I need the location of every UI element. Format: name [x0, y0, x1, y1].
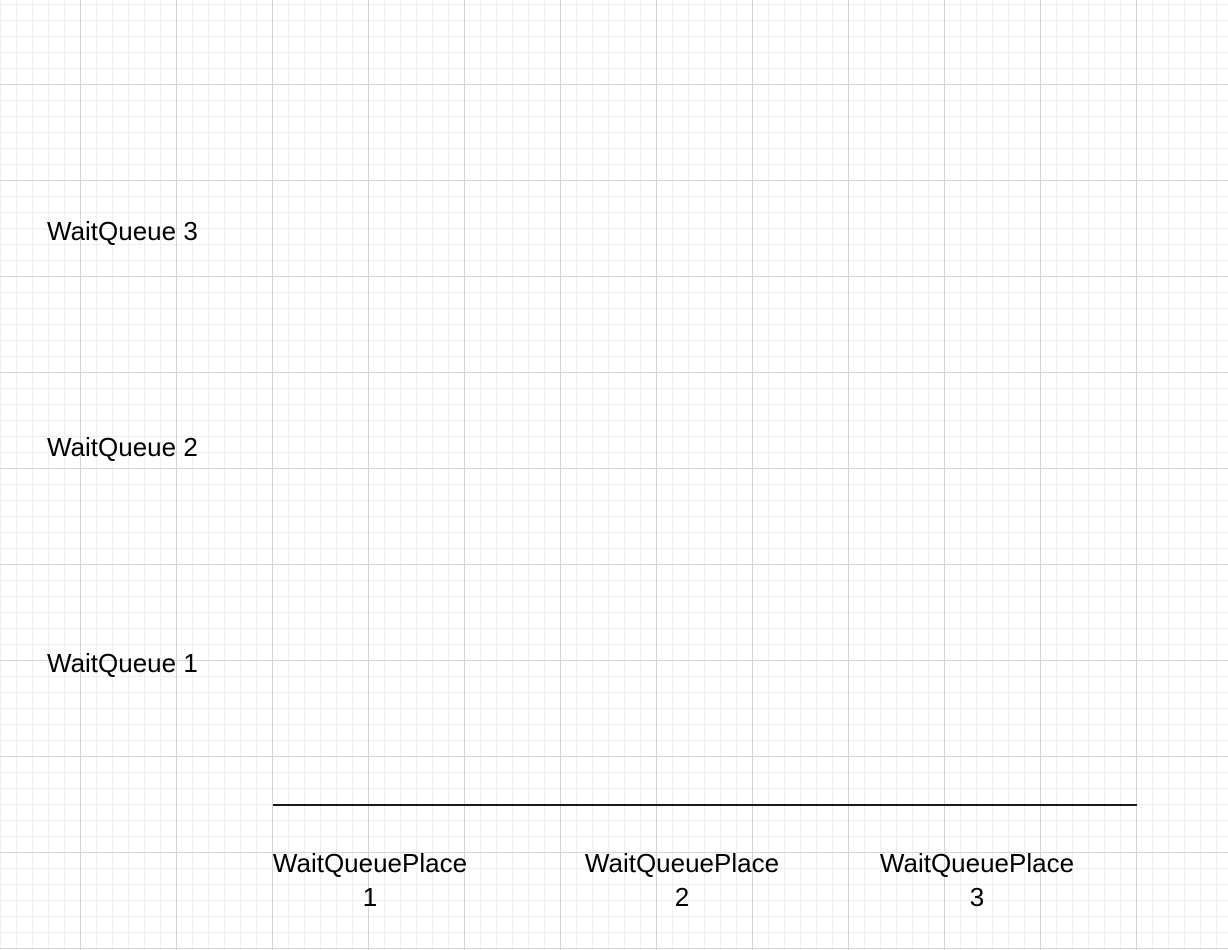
axis-line: [273, 804, 1137, 806]
row-label-waitqueue-3: WaitQueue 3: [47, 216, 198, 246]
column-label-line2: 2: [674, 882, 690, 912]
column-label-line2: 3: [969, 882, 985, 912]
column-label-waitqueueplace-2: WaitQueuePlace 2: [562, 846, 802, 914]
column-label-line2: 1: [362, 882, 378, 912]
column-label-line1: WaitQueuePlace: [584, 848, 780, 878]
column-label-waitqueueplace-1: WaitQueuePlace 1: [250, 846, 490, 914]
column-label-waitqueueplace-3: WaitQueuePlace 3: [857, 846, 1097, 914]
row-label-waitqueue-1: WaitQueue 1: [47, 648, 198, 678]
row-label-waitqueue-2: WaitQueue 2: [47, 432, 198, 462]
column-label-line1: WaitQueuePlace: [879, 848, 1075, 878]
column-label-line1: WaitQueuePlace: [272, 848, 468, 878]
